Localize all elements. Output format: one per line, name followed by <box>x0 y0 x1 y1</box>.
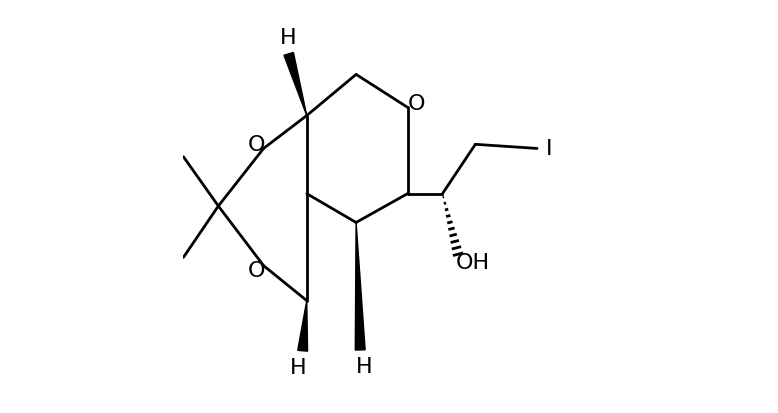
Text: O: O <box>247 135 265 155</box>
Text: O: O <box>247 260 265 280</box>
Text: O: O <box>408 94 426 114</box>
Polygon shape <box>356 223 365 350</box>
Text: H: H <box>356 356 373 377</box>
Text: H: H <box>280 28 297 48</box>
Text: OH: OH <box>456 252 490 272</box>
Polygon shape <box>298 301 307 351</box>
Text: I: I <box>546 139 552 159</box>
Text: H: H <box>290 357 307 377</box>
Polygon shape <box>284 53 307 116</box>
